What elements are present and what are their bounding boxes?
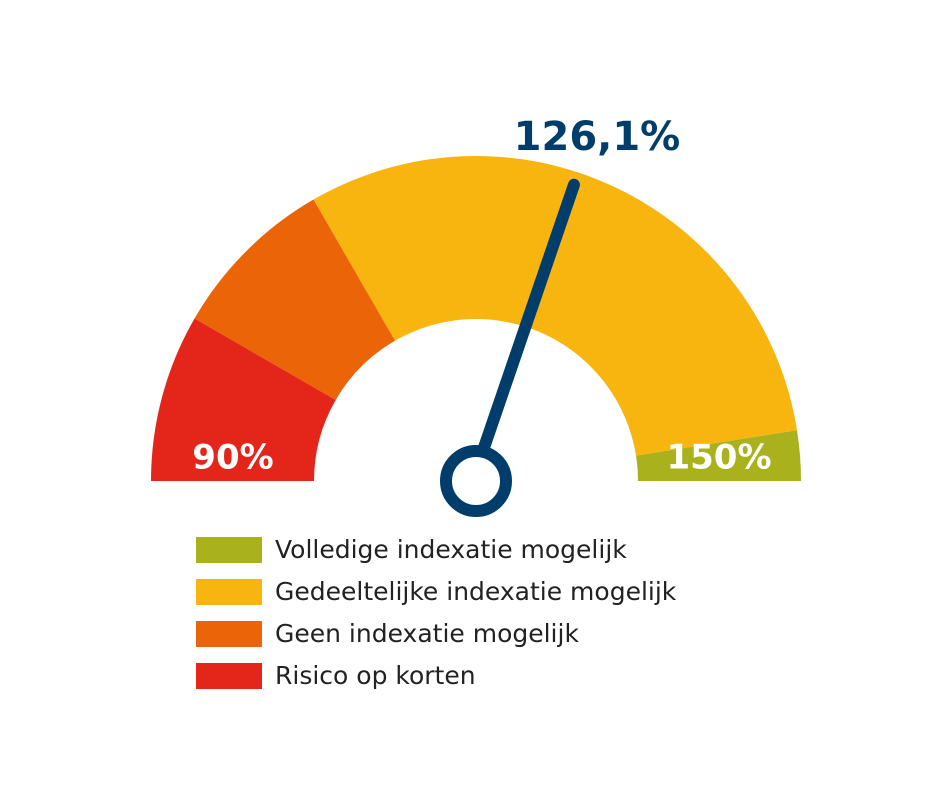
needle bbox=[470, 178, 580, 477]
gauge-band bbox=[636, 430, 801, 481]
tick-label: 90% bbox=[192, 438, 273, 478]
legend-swatch bbox=[196, 663, 262, 689]
gauge-band bbox=[313, 155, 797, 456]
needle-hub bbox=[440, 445, 512, 517]
legend-swatch bbox=[196, 579, 262, 605]
legend-label: Geen indexatie mogelijk bbox=[275, 619, 579, 648]
legend-label: Gedeeltelijke indexatie mogelijk bbox=[275, 577, 677, 606]
legend-label: Volledige indexatie mogelijk bbox=[275, 535, 627, 564]
gauge-band bbox=[194, 199, 395, 400]
legend-swatch bbox=[196, 537, 262, 563]
legend-swatch bbox=[196, 621, 262, 647]
legend-label: Risico op korten bbox=[275, 661, 476, 690]
gauge-band bbox=[151, 318, 336, 481]
tick-label: 150% bbox=[666, 438, 771, 478]
value-label: 126,1% bbox=[514, 114, 681, 160]
